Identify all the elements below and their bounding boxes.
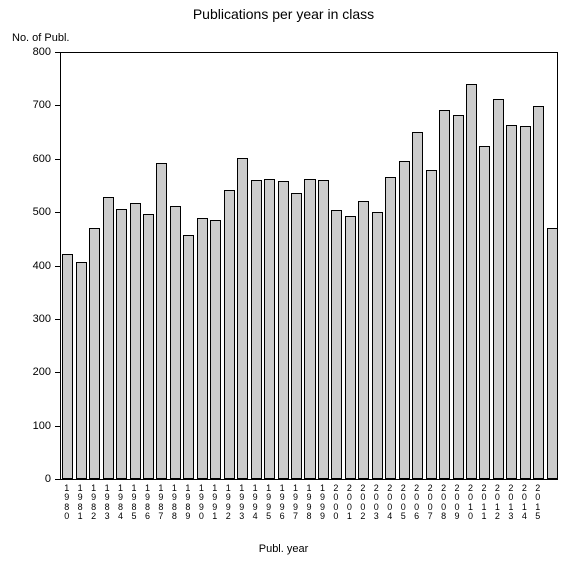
x-tick: 2 0 0 5 — [396, 484, 409, 522]
bar — [439, 110, 450, 479]
x-tick: 1 9 9 4 — [248, 484, 261, 522]
x-tick: 2 0 1 2 — [491, 484, 504, 522]
bar — [506, 125, 517, 479]
x-tick: 1 9 9 3 — [235, 484, 248, 522]
bar — [210, 220, 221, 479]
x-tick: 1 9 8 8 — [168, 484, 181, 522]
bar — [116, 209, 127, 479]
y-tick: 600 — [33, 153, 61, 165]
x-tick: 2 0 0 6 — [410, 484, 423, 522]
x-tick: 2 0 0 4 — [383, 484, 396, 522]
x-tick: 1 9 8 9 — [181, 484, 194, 522]
bar — [170, 206, 181, 479]
y-tick: 500 — [33, 206, 61, 218]
bars-layer — [61, 53, 557, 479]
x-tick: 1 9 8 6 — [141, 484, 154, 522]
x-tick: 2 0 0 1 — [343, 484, 356, 522]
bar — [399, 161, 410, 479]
y-axis-label: No. of Publ. — [12, 32, 69, 44]
x-axis-label: Publ. year — [0, 543, 567, 555]
x-tick: 2 0 0 9 — [450, 484, 463, 522]
x-tick: 2 0 1 5 — [531, 484, 544, 522]
x-tick: 1 9 8 3 — [100, 484, 113, 522]
bar — [197, 218, 208, 479]
x-tick: 2 0 0 0 — [329, 484, 342, 522]
x-tick: 1 9 9 6 — [275, 484, 288, 522]
bar — [89, 228, 100, 479]
chart-container: Publications per year in class No. of Pu… — [0, 0, 567, 567]
x-tick: 2 0 0 2 — [356, 484, 369, 522]
x-tick: 1 9 8 0 — [60, 484, 73, 522]
y-tick: 200 — [33, 366, 61, 378]
bar — [278, 181, 289, 479]
bar — [372, 212, 383, 480]
bar — [264, 179, 275, 479]
y-tick: 0 — [45, 473, 61, 485]
y-tick: 400 — [33, 260, 61, 272]
bar — [183, 235, 194, 479]
x-tick: 1 9 9 1 — [208, 484, 221, 522]
bar — [466, 84, 477, 479]
bar — [331, 210, 342, 479]
bar — [358, 201, 369, 479]
bar — [426, 170, 437, 479]
bar — [345, 216, 356, 479]
y-tick: 800 — [33, 46, 61, 58]
bar — [76, 262, 87, 479]
x-tick: 1 9 9 8 — [302, 484, 315, 522]
bar — [547, 228, 558, 479]
bar — [318, 180, 329, 479]
bar — [62, 254, 73, 479]
bar — [520, 126, 531, 479]
bar — [224, 190, 235, 479]
bar — [479, 146, 490, 479]
bar — [237, 158, 248, 479]
x-tick: 1 9 8 1 — [73, 484, 86, 522]
bar — [304, 179, 315, 479]
bar — [143, 214, 154, 479]
x-tick: 2 0 1 1 — [477, 484, 490, 522]
x-tick: 1 9 8 2 — [87, 484, 100, 522]
bar — [156, 163, 167, 479]
bar — [412, 132, 423, 479]
plot-area: 0100200300400500600700800 — [60, 52, 558, 480]
bar — [385, 177, 396, 479]
x-tick: 2 0 0 3 — [370, 484, 383, 522]
x-tick: 1 9 8 5 — [127, 484, 140, 522]
bar — [533, 106, 544, 479]
x-tick: 1 9 9 0 — [195, 484, 208, 522]
bar — [251, 180, 262, 479]
x-tick: 1 9 8 4 — [114, 484, 127, 522]
bar — [493, 99, 504, 479]
x-tick: 1 9 9 9 — [316, 484, 329, 522]
x-tick: 2 0 1 3 — [504, 484, 517, 522]
y-tick: 300 — [33, 313, 61, 325]
bar — [453, 115, 464, 479]
x-tick: 1 9 9 2 — [222, 484, 235, 522]
x-tick: 1 9 8 7 — [154, 484, 167, 522]
x-tick: 2 0 0 7 — [423, 484, 436, 522]
bar — [291, 193, 302, 479]
x-tick: 1 9 9 5 — [262, 484, 275, 522]
x-tick: 2 0 0 8 — [437, 484, 450, 522]
y-tick: 100 — [33, 420, 61, 432]
bar — [103, 197, 114, 479]
x-tick: 1 9 9 7 — [289, 484, 302, 522]
x-tick: 2 0 1 0 — [464, 484, 477, 522]
chart-title: Publications per year in class — [0, 6, 567, 22]
x-tick: 2 0 1 4 — [518, 484, 531, 522]
y-tick: 700 — [33, 99, 61, 111]
bar — [130, 203, 141, 479]
